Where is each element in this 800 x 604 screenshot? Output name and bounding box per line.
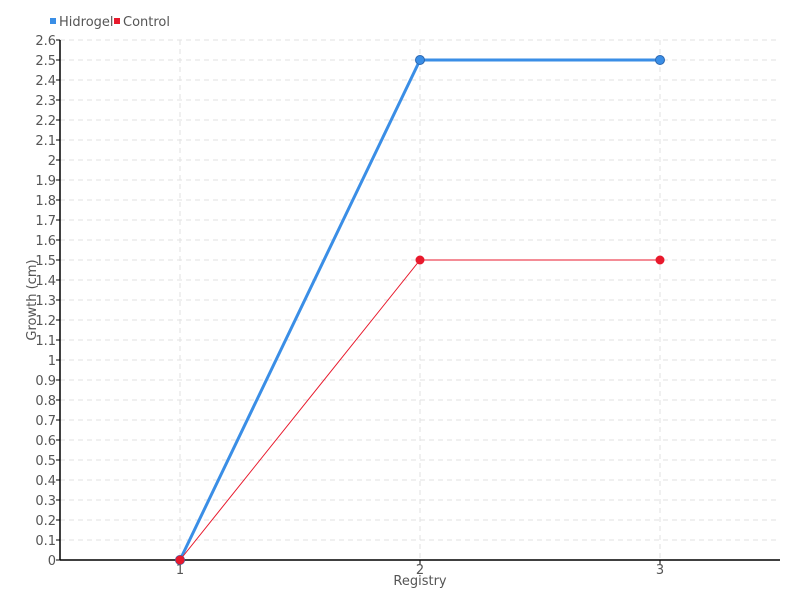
y-tick-label: 2.5 — [35, 54, 56, 69]
data-point-hidrogel — [655, 55, 665, 65]
y-tick-label: 0.5 — [35, 454, 56, 469]
x-tick-label: 2 — [416, 563, 424, 578]
y-tick-label: 0.4 — [35, 474, 56, 489]
y-tick-label: 2.2 — [35, 114, 56, 129]
data-point-control — [175, 555, 185, 565]
y-axis-title: Growth (cm) — [25, 259, 40, 340]
y-tick-label: 2.4 — [35, 74, 56, 89]
y-tick-label: 0.7 — [35, 414, 56, 429]
y-tick-label: 0.8 — [35, 394, 56, 409]
y-tick-label: 0.1 — [35, 534, 56, 549]
legend-label-control: Control — [123, 15, 170, 30]
y-tick-label: 1.7 — [35, 214, 56, 229]
y-tick-label: 2.3 — [35, 94, 56, 109]
y-tick-label: 1 — [48, 354, 56, 369]
y-tick-label: 1.5 — [35, 254, 56, 269]
x-tick-label: 1 — [176, 563, 184, 578]
data-point-control — [415, 255, 425, 265]
y-tick-label: 1.8 — [35, 194, 56, 209]
y-tick-label: 1.6 — [35, 234, 56, 249]
y-tick-label: 0.6 — [35, 434, 56, 449]
data-point-control — [655, 255, 665, 265]
x-tick-label: 3 — [656, 563, 664, 578]
y-tick-label: 0.9 — [35, 374, 56, 389]
y-tick-label: 1.1 — [35, 334, 56, 349]
y-tick-label: 0 — [48, 554, 56, 569]
x-axis-title: Registry — [393, 574, 447, 589]
y-tick-label: 1.4 — [35, 274, 56, 289]
legend-label-hidrogel: Hidrogel — [59, 15, 114, 30]
y-tick-label: 0.3 — [35, 494, 56, 509]
y-tick-label: 2.1 — [35, 134, 56, 149]
y-tick-label: 2 — [48, 154, 56, 169]
data-point-hidrogel — [415, 55, 425, 65]
legend-swatch-hidrogel — [50, 18, 56, 24]
y-tick-label: 1.3 — [35, 294, 56, 309]
y-tick-label: 2.6 — [35, 34, 56, 49]
legend: Hidrogel Control — [50, 15, 170, 30]
y-tick-label: 1.9 — [35, 174, 56, 189]
legend-swatch-control — [114, 18, 120, 24]
y-tick-label: 0.2 — [35, 514, 56, 529]
y-tick-label: 1.2 — [35, 314, 56, 329]
